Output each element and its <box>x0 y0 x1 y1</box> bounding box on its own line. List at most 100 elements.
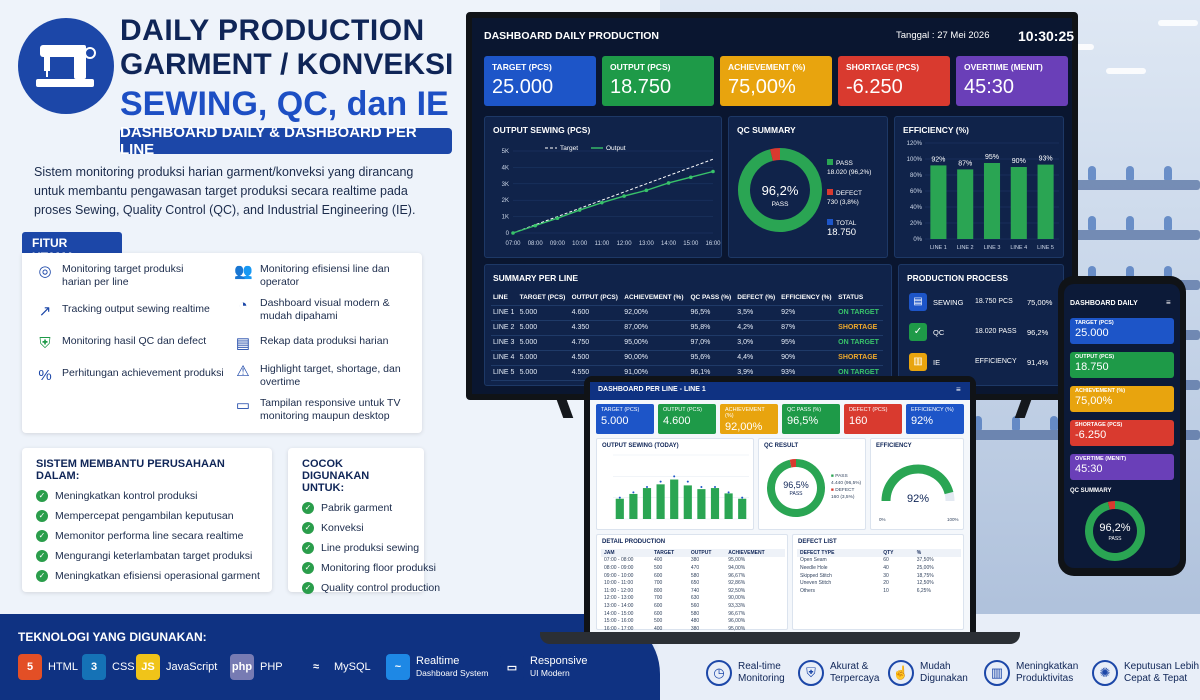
qc-legend-defect: DEFECT 730 (3,8%) <box>827 189 862 206</box>
table-header: DEFECT TYPE <box>797 549 881 557</box>
bulb-icon: ✺ <box>1092 660 1118 686</box>
subtitle-badge: DASHBOARD DAILY & DASHBOARD PER LINE <box>120 124 452 158</box>
fitur-item: 👥 Monitoring efisiensi line dan operator <box>234 263 390 288</box>
output-point <box>711 169 715 174</box>
laptop-title: DASHBOARD PER LINE - LINE 1 <box>598 386 706 393</box>
fitur-title: FITUR UTAMA <box>22 232 122 264</box>
table-header: ACHIEVEMENT <box>725 549 785 557</box>
tech-logo-icon: ≈ <box>304 654 328 680</box>
output-point <box>555 216 560 221</box>
target-point <box>659 480 662 483</box>
percent-icon: % <box>38 367 52 384</box>
qc-summary-panel: QC SUMMARY 96,2% PASS PASS 18.020 (96,2%)… <box>728 116 888 258</box>
output-bar <box>738 498 747 519</box>
kpi-value: 25.000 <box>1075 327 1109 339</box>
phone-screen: DASHBOARD DAILY ≡ TARGET (PCS) 25.000 OUTP… <box>1064 284 1180 568</box>
table-header: STATUS <box>838 294 864 302</box>
fitur-item: ↗ Tracking output sewing realtime <box>36 303 226 321</box>
table-row: Open Seam 60 37,50% <box>797 557 961 565</box>
laptop-kpi-card: ACHIEVEMENT (%) 92,00% <box>720 404 778 434</box>
y-tick-label: 3K <box>502 182 509 188</box>
table-cell: 5.000 <box>519 354 538 361</box>
kpi-label: TARGET (PCS) <box>601 407 640 413</box>
table-cell: 380 <box>690 557 700 564</box>
x-tick-label: 16:00 <box>705 241 721 247</box>
shield-check-icon: ⛨ <box>39 335 51 352</box>
pass-swatch <box>827 159 833 165</box>
qc-pass-small: PASS <box>771 201 789 208</box>
qc-legend-pass: PASS 18.020 (96,2%) <box>827 159 872 176</box>
benefit-line2: Cepat & Tepat <box>1124 673 1188 684</box>
check-icon: ✓ <box>36 490 48 502</box>
table-cell: 470 <box>690 564 700 571</box>
table-cell: 500 <box>653 564 663 571</box>
tv-kpi-card: TARGET (PCS) 25.000 <box>484 56 596 106</box>
table-cell: 94,00% <box>728 564 746 571</box>
kpi-value: 25.000 <box>492 76 554 98</box>
status-badge: SHORTAGE <box>838 354 878 361</box>
laptop-qc-pct-label: PASS <box>789 491 803 497</box>
target-point <box>700 486 703 488</box>
table-cell: 96,1% <box>690 369 711 376</box>
laptop-kpi-card: OUTPUT (PCS) 4.600 <box>658 404 716 434</box>
output-point <box>600 200 604 205</box>
laptop-efficiency-panel: EFFICIENCY 92% 0% 100% <box>870 438 964 530</box>
table-cell: 96,67% <box>728 610 746 617</box>
phone-menu-icon[interactable]: ≡ <box>1166 298 1171 307</box>
laptop-menu-icon[interactable]: ≡ <box>956 385 961 394</box>
tech-name: CSS <box>112 661 135 673</box>
laptop-kpi-card: EFFICIENCY (%) 92% <box>906 404 964 434</box>
kpi-label: SHORTAGE (PCS) <box>846 62 920 72</box>
gauge-max: 100% <box>947 517 959 522</box>
benefit-item: ◷ Real-time Monitoring <box>706 660 785 686</box>
laptop-kpi-card: TARGET (PCS) 5.000 <box>596 404 654 434</box>
status-badge: ON TARGET <box>838 339 879 346</box>
kpi-value: 160 <box>849 415 868 427</box>
defect-swatch <box>827 189 833 195</box>
defect-table: DEFECT TYPE QTY% Open Seam 60 37,50% Needle H… <box>797 549 961 595</box>
table-header: JAM <box>601 549 651 557</box>
benefit-label: Akurat & Terpercaya <box>830 661 879 685</box>
table-cell: 400 <box>653 557 663 564</box>
table-cell: 580 <box>690 610 700 617</box>
tv-clock: 10:30:25 <box>1018 28 1075 44</box>
table-header: ACHIEVEMENT (%) <box>624 294 684 302</box>
worker <box>1126 266 1134 280</box>
laptop-defect-title: DEFECT LIST <box>798 539 837 545</box>
output-point <box>511 231 515 235</box>
total-swatch <box>827 219 833 225</box>
process-detail: EFFICIENCY <box>975 358 1017 365</box>
phone-kpi-card: TARGET (PCS) 25.000 <box>1070 318 1174 344</box>
fitur-item: ⚠ Highlight target, shortage, dan overtim… <box>234 363 404 389</box>
qc-summary-title: QC SUMMARY <box>737 125 796 135</box>
target-point <box>727 491 730 494</box>
laptop-detail-title: DETAIL PRODUCTION <box>602 539 666 545</box>
kpi-value: 96,5% <box>787 415 819 427</box>
x-tick-label: LINE 4 <box>1010 245 1027 251</box>
tech-label: JavaScript <box>166 661 217 673</box>
sistem-item-label: Meningkatkan efisiensi operasional garme… <box>55 570 260 582</box>
table-row: 08:00 - 09:00 500 470 94,00% <box>601 564 785 572</box>
gauge-fill <box>881 464 954 502</box>
table-cell: 380 <box>690 625 700 632</box>
qc-donut-chart <box>738 148 822 232</box>
table-cell: 600 <box>653 572 663 579</box>
output-point <box>577 208 582 212</box>
table-cell: 13:00 - 14:00 <box>604 602 634 609</box>
kpi-label: ACHIEVEMENT (%) <box>725 407 765 419</box>
fitur-item: ◔ Dashboard visual modern & mudah dipaham… <box>234 297 404 323</box>
table-cell: Others <box>800 587 816 594</box>
kpi-label: TARGET (PCS) <box>492 62 552 72</box>
tech-logo-icon: 5 <box>18 654 42 680</box>
cocok-title: COCOK DIGUNAKAN UNTUK: <box>302 458 370 494</box>
summary-per-line-panel: SUMMARY PER LINE LINE TARGET (PCS) OUTPUT … <box>484 264 892 386</box>
cocok-item: ✓ Konveksi <box>302 522 410 534</box>
tech-sub: Dashboard System <box>416 668 489 678</box>
tech-label: CSS <box>112 661 135 673</box>
table-cell: 600 <box>653 610 663 617</box>
donut-slice <box>1085 501 1145 561</box>
y-tick-label: 4K <box>502 165 509 171</box>
benefit-label: Keputusan Lebih Cepat & Tepat <box>1124 661 1199 685</box>
efficiency-bar <box>1010 167 1027 239</box>
bar-value-label: 93% <box>1039 156 1053 163</box>
